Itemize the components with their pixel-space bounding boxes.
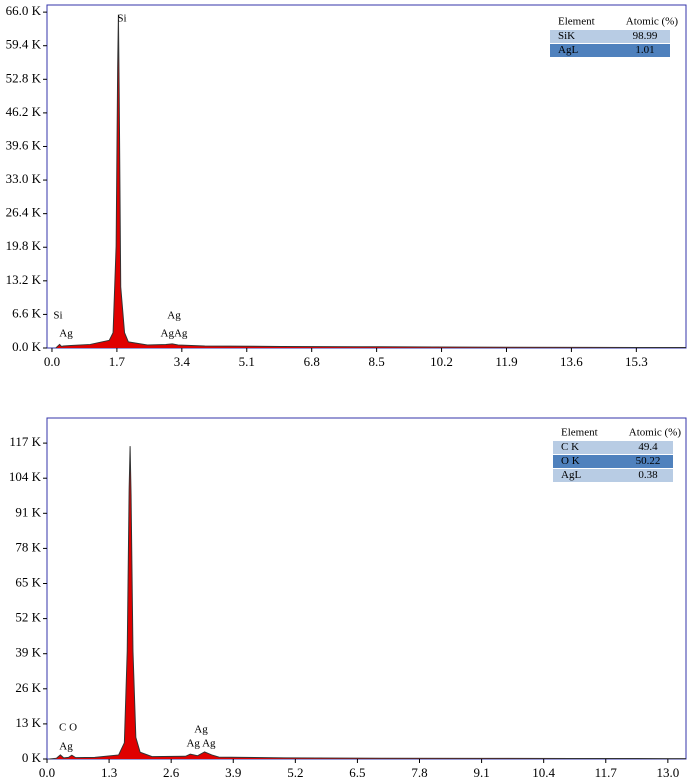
- y-tick-label: 91 K: [15, 504, 41, 519]
- x-tick-label: 0.0: [39, 765, 55, 779]
- table-cell: 1.01: [635, 44, 654, 56]
- table-row: [553, 455, 673, 468]
- peak-label: Si: [53, 310, 62, 322]
- y-tick-label: 19.8 K: [6, 238, 42, 253]
- y-tick-label: 13.2 K: [6, 272, 42, 287]
- y-tick-label: 26.4 K: [6, 205, 42, 220]
- y-tick-label: 65 K: [15, 574, 41, 589]
- table-cell: C K: [561, 441, 579, 453]
- peak-label: C O: [59, 722, 77, 734]
- table-cell: 50.22: [636, 455, 661, 467]
- x-tick-label: 1.7: [109, 354, 126, 369]
- peak-label: Ag: [194, 724, 208, 736]
- x-tick-label: 2.6: [163, 765, 180, 779]
- x-tick-label: 3.9: [225, 765, 241, 779]
- y-tick-label: 6.6 K: [12, 305, 42, 320]
- y-tick-label: 0 K: [22, 750, 42, 765]
- spectrum-area: [55, 14, 686, 348]
- table-cell: 49.4: [638, 441, 658, 453]
- x-tick-label: 3.4: [174, 354, 191, 369]
- spectrum-line: [49, 446, 686, 760]
- x-tick-label: 1.3: [101, 765, 117, 779]
- y-tick-label: 52.8 K: [6, 70, 42, 85]
- x-tick-label: 11.9: [495, 354, 517, 369]
- y-tick-label: 26 K: [15, 680, 41, 695]
- spectrum-line: [55, 14, 686, 349]
- peak-label: Ag Ag: [186, 738, 216, 750]
- table-cell: O K: [561, 455, 580, 467]
- x-tick-label: 11.7: [595, 765, 618, 779]
- table-header: Atomic (%): [626, 16, 679, 28]
- x-tick-label: 5.2: [287, 765, 303, 779]
- x-tick-label: 15.3: [625, 354, 648, 369]
- peak-label: Si: [117, 13, 126, 25]
- y-tick-label: 39.6 K: [6, 137, 42, 152]
- y-tick-label: 78 K: [15, 539, 41, 554]
- table-cell: SiK: [558, 30, 575, 42]
- table-row: [553, 441, 673, 454]
- y-tick-label: 46.2 K: [6, 104, 42, 119]
- table-cell: AgL: [558, 44, 578, 56]
- table-row: [550, 30, 670, 43]
- peak-label: Ag: [59, 741, 73, 753]
- y-tick-label: 66.0 K: [6, 3, 42, 18]
- x-tick-label: 7.8: [411, 765, 427, 779]
- y-tick-label: 13 K: [15, 715, 41, 730]
- y-tick-label: 52 K: [15, 610, 41, 625]
- peak-label: Ag: [59, 328, 73, 340]
- x-tick-label: 8.5: [368, 354, 384, 369]
- x-tick-label: 13.6: [560, 354, 583, 369]
- table-row: [550, 44, 670, 57]
- table-cell: 0.38: [638, 469, 658, 481]
- x-tick-label: 5.1: [239, 354, 255, 369]
- peak-label: Ag: [167, 310, 181, 322]
- spectrum-area: [49, 446, 687, 759]
- x-tick-label: 6.5: [349, 765, 365, 779]
- x-tick-label: 9.1: [473, 765, 489, 779]
- peak-label: AgAg: [161, 328, 188, 340]
- table-header: Atomic (%): [629, 427, 682, 439]
- y-tick-label: 39 K: [15, 645, 41, 660]
- table-cell: AgL: [561, 469, 581, 481]
- y-tick-label: 0.0 K: [12, 339, 42, 354]
- table-cell: 98.99: [633, 30, 658, 42]
- table-header: Element: [558, 16, 595, 28]
- y-tick-label: 117 K: [9, 434, 41, 449]
- table-header: Element: [561, 427, 598, 439]
- x-tick-label: 13.0: [656, 765, 679, 779]
- x-tick-label: 10.4: [532, 765, 555, 779]
- y-tick-label: 59.4 K: [6, 37, 42, 52]
- y-tick-label: 33.0 K: [6, 171, 42, 186]
- x-tick-label: 0.0: [44, 354, 60, 369]
- y-tick-label: 104 K: [9, 469, 42, 484]
- x-tick-label: 6.8: [304, 354, 320, 369]
- table-row: [553, 469, 673, 482]
- x-tick-label: 10.2: [430, 354, 453, 369]
